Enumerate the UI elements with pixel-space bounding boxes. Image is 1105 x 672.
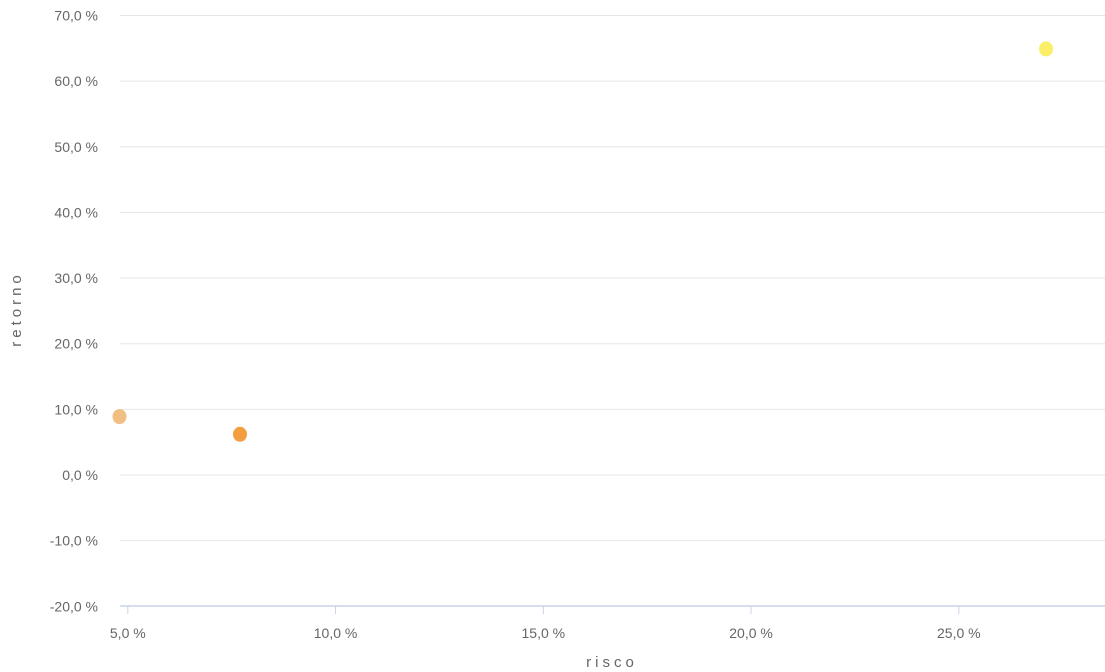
data-points: [112, 41, 1054, 442]
y-axis-title: retorno: [8, 271, 25, 347]
y-tick-label: 30,0 %: [54, 270, 98, 286]
x-tick-label: 20,0 %: [729, 625, 773, 641]
y-axis-tick-labels: -20,0 % -10,0 % 0,0 % 10,0 % 20,0 % 30,0 % 40,…: [50, 7, 98, 614]
x-axis-tick-labels: 5,0 %10,0 %15,0 %20,0 %25,0 %30,0 %35,0 …: [110, 625, 981, 641]
y-tick-label: -20,0 %: [50, 598, 98, 614]
y-tick-label: 40,0 %: [54, 204, 98, 220]
y-tick-label: -10,0 %: [50, 533, 98, 549]
y-tick-label: 20,0 %: [54, 336, 98, 352]
x-tick-label: 25,0 %: [937, 625, 981, 641]
data-point[interactable]: [1039, 41, 1054, 57]
y-tick-label: 70,0 %: [54, 7, 98, 23]
y-tick-label: 50,0 %: [54, 139, 98, 155]
data-point[interactable]: [232, 426, 247, 442]
gridlines: [120, 14, 1105, 542]
y-tick-label: 10,0 %: [54, 401, 98, 417]
y-tick-label: 0,0 %: [62, 467, 98, 483]
y-tick-label: 60,0 %: [54, 73, 98, 89]
data-point[interactable]: [112, 409, 127, 425]
x-tick-label: 15,0 %: [522, 625, 566, 641]
x-axis: [120, 605, 1105, 614]
x-axis-title: risco: [586, 654, 638, 671]
x-tick-label: 10,0 %: [314, 625, 358, 641]
x-tick-label: 5,0 %: [110, 625, 146, 641]
